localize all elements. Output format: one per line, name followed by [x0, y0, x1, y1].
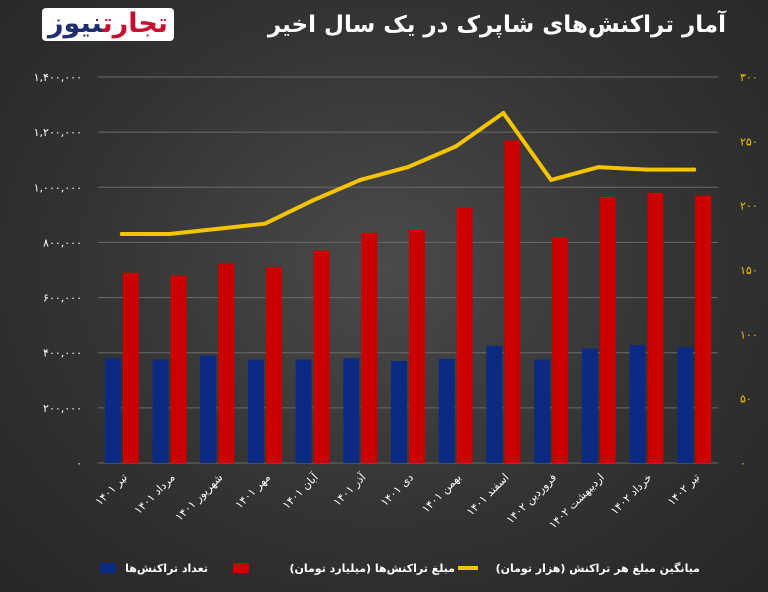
- left-axis-tick-label: ۰: [76, 457, 82, 470]
- bar-transaction-amount: [361, 232, 378, 463]
- right-axis-tick-label: ۰: [740, 457, 746, 470]
- bar-transaction-count: [534, 359, 551, 463]
- category-label: اسفند ۱۴۰۱: [464, 471, 511, 518]
- bar-transaction-amount: [218, 263, 235, 463]
- left-axis-tick-label: ۲۰۰,۰۰۰: [43, 402, 82, 415]
- line-average-point: [549, 177, 554, 182]
- category-label: مهر ۱۴۰۱: [233, 471, 274, 512]
- bar-transaction-amount: [599, 196, 616, 463]
- right-axis-tick-label: ۱۰۰: [740, 328, 758, 341]
- bar-transaction-count: [677, 347, 694, 463]
- right-axis-tick-label: ۳۰۰: [740, 71, 758, 84]
- line-average-point: [406, 165, 410, 170]
- category-label: تیر ۱۴۰۲: [665, 471, 702, 508]
- bar-transaction-count: [581, 348, 598, 463]
- bar-transaction-count: [295, 359, 312, 463]
- category-label: شهریور ۱۴۰۱: [173, 471, 226, 524]
- bar-transaction-amount: [409, 230, 425, 463]
- line-average-point: [692, 167, 697, 172]
- right-axis-tick-label: ۲۰۰: [740, 200, 758, 213]
- right-axis-tick-label: ۲۵۰: [740, 135, 758, 148]
- bar-transaction-amount: [170, 275, 187, 463]
- bar-transaction-count: [343, 358, 360, 463]
- bar-transaction-count: [247, 359, 264, 463]
- logo-text-part2: نیوز: [48, 8, 103, 39]
- bar-transaction-amount: [552, 236, 569, 463]
- brand-logo: تجارتنیوز: [42, 8, 174, 41]
- right-axis-tick-label: ۱۵۰: [740, 264, 758, 277]
- line-average-point: [215, 226, 220, 231]
- bar-transaction-count: [391, 360, 407, 463]
- bar-transaction-amount: [313, 250, 330, 463]
- legend-swatch-amount: [233, 563, 249, 573]
- logo-text-part1: تجارت: [102, 8, 168, 39]
- line-average-point: [596, 165, 601, 170]
- legend-swatch-count: [100, 563, 116, 573]
- legend-label-amount: مبلغ تراکنش‌ها (میلیارد تومان): [289, 562, 455, 575]
- bar-transaction-amount: [695, 195, 712, 464]
- legend-label-count: تعداد تراکنش‌ها: [125, 562, 208, 575]
- bar-transaction-amount: [504, 140, 521, 463]
- category-label: مرداد ۱۴۰۱: [132, 471, 178, 517]
- bar-transaction-count: [104, 358, 121, 463]
- category-label: خرداد ۱۴۰۲: [608, 471, 655, 518]
- bar-transaction-count: [152, 359, 169, 463]
- line-average-point: [644, 167, 649, 172]
- bar-transaction-amount: [456, 207, 473, 463]
- left-axis-tick-label: ۱,۴۰۰,۰۰۰: [34, 71, 82, 84]
- chart-title: آمار تراکنش‌های شاپرک در یک سال اخیر: [267, 12, 726, 38]
- legend-label-average: میانگین مبلغ هر تراکنش (هزار تومان): [496, 562, 700, 575]
- line-average-point: [358, 177, 363, 182]
- right-axis-tick-label: ۵۰: [740, 393, 752, 406]
- bar-transaction-count: [438, 358, 455, 463]
- left-axis-tick-label: ۴۰۰,۰۰۰: [43, 347, 82, 360]
- line-average-point: [119, 231, 124, 236]
- bar-transaction-count: [200, 355, 217, 463]
- bar-transaction-amount: [647, 192, 664, 464]
- left-axis-tick-label: ۶۰۰,۰۰۰: [43, 292, 82, 305]
- category-label: دی ۱۴۰۱: [378, 471, 416, 509]
- line-average-point: [262, 221, 267, 226]
- line-average-point: [167, 231, 172, 236]
- category-label: آبان ۱۴۰۱: [279, 470, 321, 512]
- category-label: بهمن ۱۴۰۱: [419, 471, 464, 516]
- line-average-point: [453, 144, 458, 149]
- category-label: تیر ۱۴۰۱: [93, 471, 130, 508]
- bar-transaction-count: [486, 345, 503, 463]
- category-label: آذر ۱۴۰۱: [330, 470, 369, 509]
- line-average-point: [310, 198, 315, 203]
- left-axis-tick-label: ۱,۲۰۰,۰۰۰: [34, 126, 82, 139]
- line-average-point: [501, 111, 506, 116]
- bar-transaction-amount: [265, 267, 282, 463]
- left-axis-tick-label: ۱,۰۰۰,۰۰۰: [34, 181, 82, 194]
- bar-transaction-amount: [122, 272, 139, 463]
- bar-transaction-count: [629, 344, 646, 463]
- left-axis-tick-label: ۸۰۰,۰۰۰: [43, 236, 82, 249]
